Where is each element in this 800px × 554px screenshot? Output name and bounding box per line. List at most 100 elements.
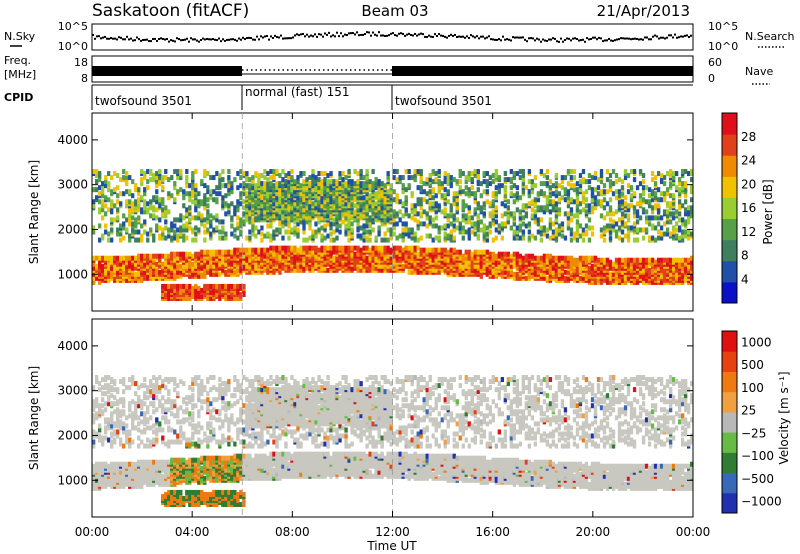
heatmap-cell: [446, 249, 450, 255]
heatmap-cell: [386, 217, 390, 223]
heatmap-cell: [125, 217, 129, 223]
heatmap-cell: [185, 261, 189, 267]
heatmap-cell: [365, 245, 369, 251]
heatmap-cell: [197, 199, 201, 205]
heatmap-cell: [398, 179, 402, 185]
heatmap-cell: [602, 229, 607, 235]
heatmap-cell: [95, 179, 99, 185]
heatmap-cell: [524, 203, 529, 209]
noise-dot: [556, 40, 558, 43]
heatmap-cell: [332, 249, 336, 255]
heatmap-cell: [281, 235, 285, 241]
heatmap-cell: [620, 211, 625, 217]
heatmap-cell: [467, 227, 471, 233]
heatmap-cell: [131, 221, 135, 227]
heatmap-cell: [521, 189, 526, 195]
heatmap-cell: [527, 261, 532, 267]
noise-dot: [166, 38, 168, 41]
heatmap-cell: [566, 255, 571, 261]
heatmap-cell: [500, 201, 504, 207]
heatmap-cell: [563, 235, 568, 241]
heatmap-cell: [587, 225, 592, 231]
heatmap-cell: [191, 215, 195, 221]
noise-dot: [442, 34, 444, 37]
heatmap-cell: [488, 181, 492, 187]
noise-dot: [448, 34, 450, 37]
noise-dot: [386, 34, 388, 37]
heatmap-cell: [482, 201, 486, 207]
heatmap-cell: [335, 223, 339, 229]
heatmap-cell: [635, 237, 640, 243]
heatmap-cell: [341, 189, 345, 195]
heatmap-cell: [254, 263, 258, 269]
heatmap-cell: [650, 267, 655, 273]
noise-dot: [470, 34, 472, 37]
heatmap-cell: [449, 183, 453, 189]
heatmap-cell: [635, 219, 640, 225]
heatmap-cell: [515, 271, 520, 277]
heatmap-cell: [578, 223, 583, 229]
heatmap-cell: [275, 253, 279, 259]
heatmap-cell: [221, 235, 225, 241]
noise-dot: [138, 38, 140, 41]
heatmap-cell: [641, 173, 646, 179]
heatmap-cell: [482, 249, 486, 255]
noise-dot: [574, 37, 576, 40]
heatmap-cell: [572, 235, 577, 241]
noise-dot: [608, 37, 610, 40]
heatmap-cell: [227, 175, 231, 181]
heatmap-cell: [239, 283, 243, 289]
heatmap-cell: [155, 183, 159, 189]
noise-dot: [568, 37, 570, 40]
heatmap-cell: [575, 275, 580, 281]
heatmap-cell: [296, 179, 300, 185]
heatmap-cell: [581, 207, 586, 213]
heatmap-cell: [437, 229, 441, 235]
heatmap-cell: [179, 213, 183, 219]
heatmap-cell: [461, 253, 465, 259]
heatmap-cell: [203, 249, 207, 255]
noise-dot: [106, 37, 108, 40]
heatmap-cell: [584, 179, 589, 185]
heatmap-cell: [188, 197, 192, 203]
heatmap-cell: [260, 237, 264, 243]
heatmap-cell: [533, 255, 538, 261]
heatmap-cell: [542, 181, 547, 187]
heatmap-cell: [449, 213, 453, 219]
noise-dot: [518, 36, 520, 39]
heatmap-cell: [296, 247, 300, 253]
date-title: 21/Apr/2013: [597, 2, 690, 20]
heatmap-cell: [464, 203, 468, 209]
heatmap-cell: [230, 223, 234, 229]
heatmap-cell: [311, 233, 315, 239]
heatmap-cell: [296, 255, 300, 261]
noise-dot: [92, 34, 94, 37]
heatmap-cell: [287, 175, 291, 181]
heatmap-cell: [572, 199, 577, 205]
heatmap-cell: [152, 253, 156, 259]
heatmap-cell: [245, 183, 249, 189]
noise-dot: [372, 31, 374, 34]
heatmap-cell: [266, 177, 270, 183]
heatmap-cell: [272, 251, 276, 257]
heatmap-cell: [170, 265, 174, 271]
heatmap-cell: [464, 191, 468, 197]
heatmap-cell: [395, 267, 399, 273]
heatmap-cell: [635, 213, 640, 219]
heatmap-cell: [386, 171, 390, 177]
heatmap-cell: [266, 205, 270, 211]
heatmap-cell: [113, 255, 117, 261]
heatmap-cell: [443, 187, 447, 193]
heatmap-cell: [329, 225, 333, 231]
heatmap-cell: [530, 213, 535, 219]
noise-dot: [562, 40, 564, 43]
heatmap-cell: [467, 209, 471, 215]
heatmap-cell: [116, 255, 120, 261]
heatmap-cell: [329, 199, 333, 205]
noise-dot: [504, 38, 506, 41]
heatmap-cell: [440, 193, 444, 199]
heatmap-cell: [137, 187, 141, 193]
heatmap-cell: [374, 235, 378, 241]
heatmap-cell: [110, 237, 114, 243]
heatmap-cell: [350, 251, 354, 257]
